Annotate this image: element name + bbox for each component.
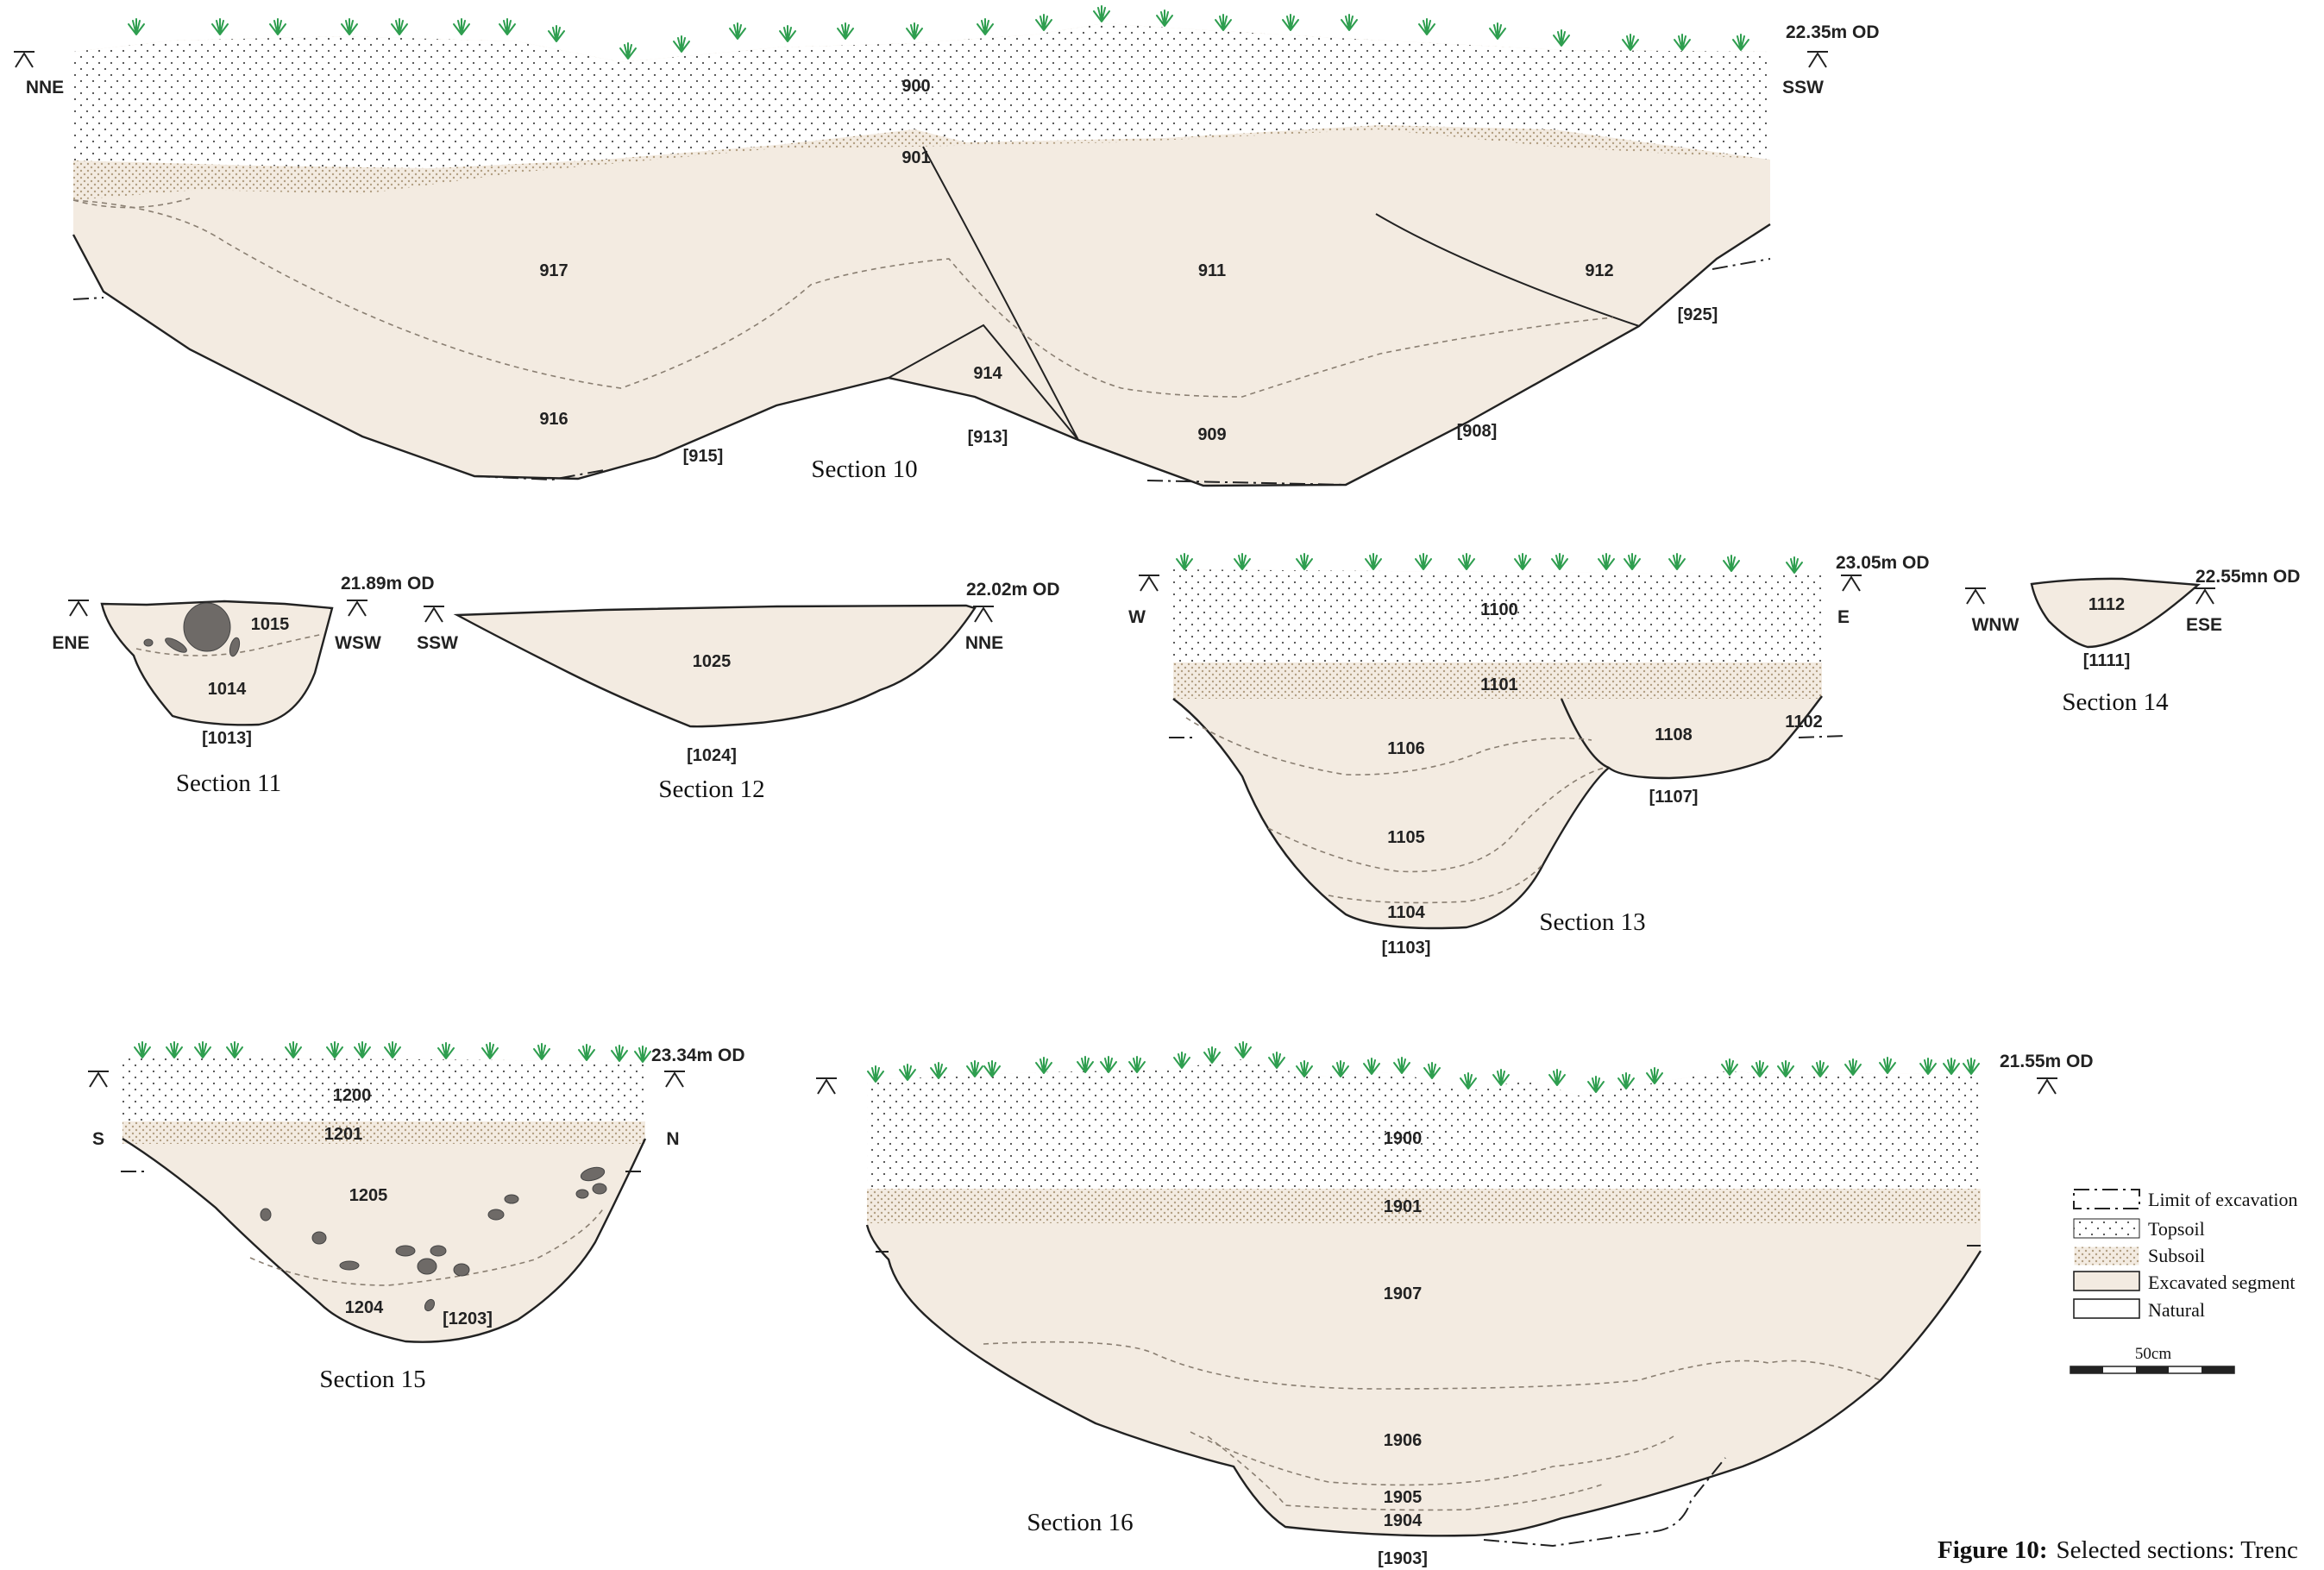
section-15-title: Section 15: [319, 1366, 425, 1393]
context-label: 909: [1197, 425, 1226, 444]
legend-label: Natural: [2148, 1299, 2205, 1321]
legend-label: Limit of excavation: [2148, 1189, 2298, 1210]
caption-text: Selected sections: Trenc: [2057, 1536, 2298, 1564]
section-10-orient-right: SSW: [1782, 78, 1824, 97]
legend-swatch-limit: [2073, 1189, 2140, 1209]
section-10-title: Section 10: [811, 455, 917, 483]
context-label: 1900: [1384, 1129, 1423, 1148]
legend-swatch-topsoil: [2073, 1218, 2140, 1239]
section-13-level: 23.05m OD: [1836, 553, 1930, 573]
section-15-orient-left: S: [92, 1129, 104, 1149]
legend-swatch-subsoil: [2073, 1246, 2140, 1266]
context-label: 1105: [1387, 828, 1424, 847]
section-11-level: 21.89m OD: [341, 574, 435, 593]
context-label: 1905: [1384, 1488, 1423, 1507]
context-label: 1904: [1384, 1511, 1423, 1530]
section-11: 21.89m OD ENE WSW 1015 1014 [1013] Secti…: [52, 574, 434, 797]
section-14-title: Section 14: [2062, 688, 2169, 716]
section-16-title: Section 16: [1027, 1509, 1133, 1536]
context-label: 911: [1198, 261, 1226, 280]
cut-label: [915]: [683, 447, 724, 466]
context-label: 901: [901, 148, 930, 167]
context-label: 1101: [1480, 675, 1517, 694]
section-15-level: 23.34m OD: [651, 1046, 745, 1065]
context-label: 1108: [1655, 725, 1692, 744]
section-13: 23.05m OD W E 1100 1101 1106 1108 1102 1…: [1128, 553, 1930, 958]
cut-label: [1903]: [1378, 1549, 1428, 1568]
context-label: 917: [539, 261, 568, 280]
context-label: 1901: [1384, 1197, 1423, 1216]
context-label: 912: [1585, 261, 1613, 280]
context-label: 1201: [324, 1125, 363, 1144]
section-14-orient-right: ESE: [2186, 615, 2222, 635]
section-12-title: Section 12: [658, 776, 764, 803]
section-11-orient-right: WSW: [335, 633, 381, 653]
context-label: 1200: [333, 1086, 372, 1105]
context-label: 900: [901, 77, 930, 96]
caption-label: Figure 10:: [1938, 1536, 2048, 1564]
context-label: 1025: [693, 652, 732, 671]
context-label: 1100: [1480, 600, 1517, 619]
section-14-orient-left: WNW: [1972, 615, 2019, 635]
section-14-level: 22.55mn OD: [2195, 567, 2300, 587]
context-label: 916: [539, 410, 568, 429]
section-11-title: Section 11: [176, 769, 281, 797]
cut-label: [925]: [1678, 305, 1718, 324]
context-label: 1104: [1387, 903, 1425, 922]
context-label: 1102: [1785, 713, 1822, 732]
cut-label: [1111]: [2083, 651, 2131, 670]
section-16-level: 21.55m OD: [2000, 1052, 2094, 1071]
section-12: 22.02m OD SSW NNE 1025 [1024] Section 12: [417, 580, 1059, 803]
legend-label: Excavated segment: [2148, 1272, 2295, 1293]
section-11-orient-left: ENE: [52, 633, 89, 653]
section-12-orient-left: SSW: [417, 633, 458, 653]
context-label: 1906: [1384, 1431, 1423, 1450]
legend-label: Topsoil: [2148, 1218, 2205, 1240]
context-label: 1106: [1387, 739, 1424, 758]
context-label: 1015: [251, 615, 290, 634]
section-13-orient-left: W: [1128, 607, 1146, 627]
context-label: 914: [973, 364, 1002, 383]
section-16: 21.55m OD 1900 1901 1907 1906 1905 1904 …: [815, 1041, 2094, 1568]
section-14: 22.55mn OD WNW ESE 1112 [1111] Section 1…: [1964, 567, 2300, 716]
context-label: 1204: [345, 1298, 384, 1317]
legend-label: Subsoil: [2148, 1245, 2205, 1266]
cut-label: [1203]: [443, 1309, 493, 1328]
cut-label: [913]: [968, 428, 1008, 447]
section-13-orient-right: E: [1837, 607, 1850, 627]
cut-label: [1107]: [1649, 788, 1699, 807]
scale-label: 50cm: [2135, 1345, 2171, 1363]
scale-bar: 50cm: [2070, 1345, 2235, 1374]
legend-swatch-excavated: [2073, 1271, 2140, 1291]
context-label: 1014: [208, 680, 247, 699]
cut-label: [908]: [1457, 422, 1498, 441]
section-15-orient-right: N: [666, 1129, 679, 1149]
section-13-title: Section 13: [1539, 908, 1645, 936]
legend: Limit of excavation Topsoil Subsoil Exca…: [2073, 1189, 2298, 1321]
section-12-level: 22.02m OD: [966, 580, 1060, 600]
section-10-level: 22.35m OD: [1786, 22, 1880, 42]
context-label: 1907: [1384, 1284, 1423, 1303]
context-label: 1205: [349, 1186, 388, 1205]
legend-swatch-natural: [2073, 1298, 2140, 1319]
section-10: 22.35m OD NNE SSW 900 901 917 911 912 91…: [13, 5, 1880, 487]
section-10-orient-left: NNE: [26, 78, 64, 97]
section-12-orient-right: NNE: [965, 633, 1003, 653]
cut-label: [1013]: [202, 729, 252, 748]
cut-label: [1024]: [687, 746, 737, 765]
cut-label: [1103]: [1382, 939, 1431, 958]
context-label: 1112: [2088, 595, 2125, 614]
figure-caption: Figure 10: Selected sections: Trenc: [1938, 1536, 2298, 1564]
section-15: 23.34m OD S N 1200 1201 1205 1204 [1203]…: [87, 1041, 745, 1393]
